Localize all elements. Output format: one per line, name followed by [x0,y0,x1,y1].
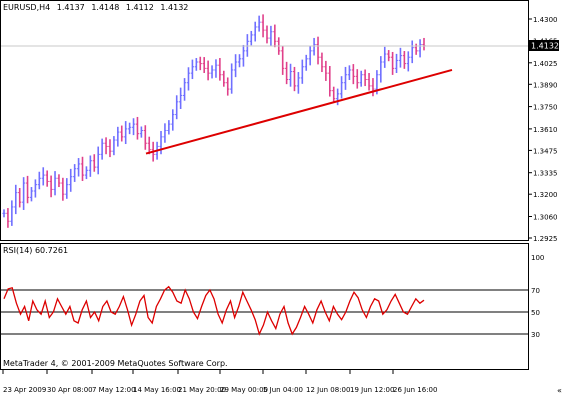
price-bars [2,14,426,228]
rsi-tick-label: 30 [531,331,540,339]
time-tick-label: 29 May 00:00 [220,386,268,394]
price-tick-label: 1.4300 [533,16,558,24]
rsi-line [3,285,425,336]
time-tick-label: 19 Jun 12:00 [350,386,394,394]
price-tick-label: 1.2925 [533,235,558,243]
time-tick-label: 23 Apr 2009 [3,386,46,394]
time-tick-label: 14 May 16:00 [133,386,181,394]
quote-low: 1.4112 [126,3,154,12]
quote-high: 1.4148 [91,3,119,12]
rsi-panel[interactable] [0,243,529,370]
rsi-tick-label: 100 [531,254,544,262]
time-tick-label: 30 Apr 08:00 [47,386,93,394]
price-tick-label: 1.3750 [533,104,558,112]
rsi-tick-label: 70 [531,287,540,295]
current-price-box [529,40,559,51]
price-tick-label: 1.3610 [533,126,558,134]
rsi-tick-label: 50 [531,309,540,317]
time-tick-label: 5 Jun 04:00 [263,386,303,394]
chart-header: EURUSD,H4 1.4137 1.4148 1.4112 1.4132 [3,3,188,12]
chart-shift-arrow-icon[interactable]: « [557,386,562,395]
price-tick-label: 1.3335 [533,170,558,178]
time-tick-label: 12 Jun 08:00 [306,386,350,394]
time-tick-label: 21 May 20:00 [178,386,226,394]
rsi-header: RSI(14) 60.7261 [3,246,68,255]
price-tick-label: 1.3200 [533,191,558,199]
price-tick-label: 1.3060 [533,213,558,221]
rsi-axis: 100 70 50 30 [531,254,544,339]
price-tick-label: 1.4025 [533,60,558,68]
support-trendline[interactable] [145,69,453,155]
quote-close: 1.4132 [160,3,188,12]
quote-open: 1.4137 [57,3,85,12]
copyright-text: MetaTrader 4, © 2001-2009 MetaQuotes Sof… [3,359,228,368]
time-tick-label: 26 Jun 16:00 [393,386,437,394]
current-price-label: 1.4132 [531,42,559,51]
symbol-timeframe: EURUSD,H4 [3,3,50,12]
price-tick-label: 1.3475 [533,147,558,155]
price-axis: 1.43001.41651.40251.38901.37501.36101.34… [528,16,558,243]
price-tick-label: 1.3890 [533,81,558,89]
time-tick-label: 7 May 12:00 [92,386,136,394]
